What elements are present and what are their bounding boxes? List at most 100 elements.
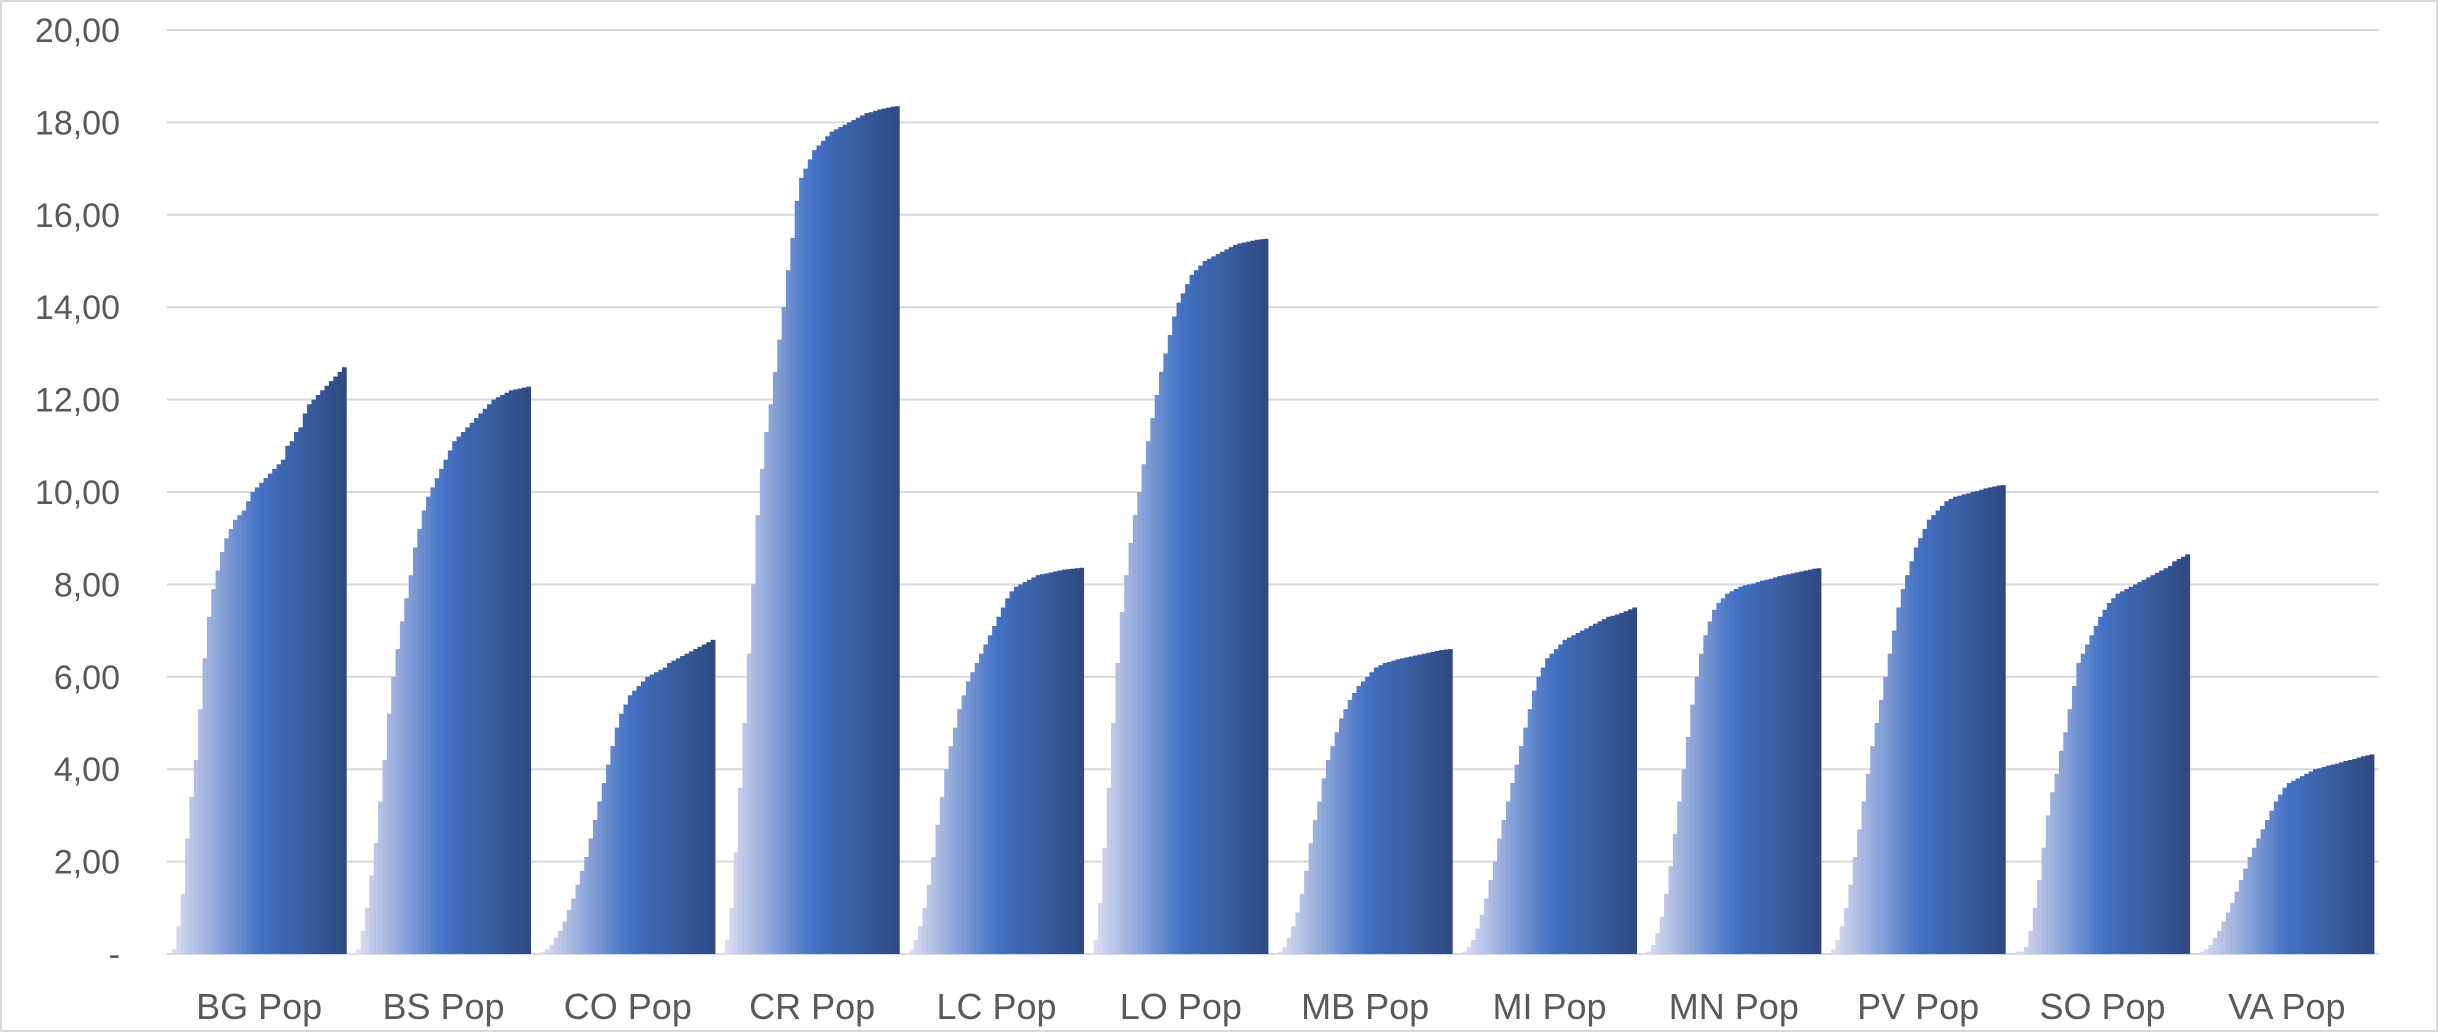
bar bbox=[1233, 244, 1238, 954]
bar bbox=[592, 820, 598, 954]
bar bbox=[1720, 598, 1726, 954]
bar bbox=[2208, 944, 2214, 954]
bar bbox=[1282, 947, 1288, 954]
bar bbox=[725, 940, 730, 954]
bar bbox=[1786, 574, 1791, 954]
bar bbox=[601, 783, 607, 954]
bar bbox=[1466, 947, 1472, 954]
bar bbox=[198, 709, 203, 954]
bar bbox=[1106, 787, 1112, 954]
x-tick-label: PV Pop bbox=[1857, 986, 1979, 1027]
bar bbox=[1883, 676, 1889, 954]
bar bbox=[404, 598, 410, 954]
bar bbox=[974, 662, 980, 954]
bar bbox=[2352, 759, 2357, 954]
bar bbox=[909, 949, 915, 954]
bar bbox=[1373, 667, 1379, 954]
bar bbox=[2119, 591, 2125, 954]
bar bbox=[1479, 914, 1485, 954]
bar bbox=[2172, 561, 2177, 954]
y-tick-label: 6,00 bbox=[54, 659, 120, 697]
bar bbox=[1944, 501, 1950, 954]
bar bbox=[1803, 570, 1809, 954]
bar bbox=[2247, 856, 2253, 954]
bar bbox=[1659, 917, 1665, 954]
bar bbox=[1953, 496, 1958, 954]
y-tick-label: 14,00 bbox=[35, 289, 120, 327]
bar bbox=[1685, 736, 1691, 954]
bar bbox=[1145, 441, 1151, 954]
bar bbox=[881, 108, 887, 955]
bar bbox=[2137, 582, 2143, 954]
bar bbox=[1759, 580, 1765, 954]
bar bbox=[254, 487, 260, 954]
bar bbox=[1408, 656, 1414, 954]
bar bbox=[1031, 577, 1037, 954]
bar bbox=[1339, 718, 1344, 954]
bar bbox=[233, 519, 238, 954]
bar bbox=[430, 487, 436, 954]
bar bbox=[478, 413, 484, 955]
bar bbox=[373, 843, 379, 954]
bar bbox=[189, 796, 195, 954]
bar bbox=[1979, 489, 1984, 954]
bar bbox=[738, 787, 743, 954]
bar bbox=[369, 875, 375, 954]
bar bbox=[952, 727, 958, 954]
y-tick-label: - bbox=[109, 936, 120, 974]
bar bbox=[1413, 655, 1418, 954]
bar bbox=[1939, 505, 1945, 954]
bar bbox=[2154, 572, 2160, 954]
bar bbox=[211, 589, 216, 954]
bar bbox=[1707, 621, 1713, 954]
bar bbox=[1439, 650, 1445, 954]
bar bbox=[1983, 488, 1989, 954]
bar bbox=[1330, 746, 1336, 954]
bar bbox=[1816, 568, 1822, 954]
bar bbox=[996, 616, 1002, 954]
bar bbox=[1948, 498, 1954, 954]
bar bbox=[1299, 893, 1305, 954]
bar bbox=[1022, 582, 1028, 954]
bar bbox=[434, 478, 440, 954]
bar bbox=[1250, 240, 1256, 955]
bar bbox=[2141, 579, 2147, 954]
bar bbox=[1430, 651, 1436, 954]
bar bbox=[2167, 565, 2173, 954]
bar bbox=[1246, 241, 1251, 955]
bar bbox=[1176, 302, 1182, 955]
bar bbox=[913, 940, 919, 954]
bar bbox=[2063, 732, 2069, 954]
bar bbox=[2369, 754, 2375, 954]
bar bbox=[1111, 723, 1116, 954]
bar bbox=[1202, 261, 1208, 954]
bar bbox=[1794, 572, 1800, 954]
bar bbox=[566, 910, 572, 954]
bar bbox=[1865, 773, 1871, 954]
bar bbox=[697, 646, 703, 954]
bar-group bbox=[1093, 238, 1269, 955]
bar bbox=[575, 884, 581, 954]
bar bbox=[658, 669, 664, 954]
bar bbox=[491, 399, 497, 955]
x-tick-label: LC Pop bbox=[936, 986, 1056, 1027]
bar bbox=[2273, 801, 2279, 954]
bar bbox=[337, 371, 343, 954]
bar bbox=[803, 168, 809, 955]
bar bbox=[764, 431, 769, 954]
bar bbox=[1839, 926, 1845, 954]
bar bbox=[579, 870, 585, 954]
bar bbox=[2312, 769, 2318, 954]
bar bbox=[285, 445, 291, 954]
bar bbox=[671, 660, 677, 954]
bar bbox=[1536, 676, 1542, 954]
bar bbox=[558, 930, 563, 954]
bar bbox=[1005, 598, 1010, 954]
bar bbox=[1241, 242, 1247, 954]
bar bbox=[1317, 801, 1322, 954]
bar-group bbox=[2015, 554, 2191, 954]
bar bbox=[786, 270, 791, 954]
bars bbox=[172, 106, 2375, 955]
bar bbox=[588, 838, 594, 954]
x-tick-label: MN Pop bbox=[1669, 986, 1799, 1027]
